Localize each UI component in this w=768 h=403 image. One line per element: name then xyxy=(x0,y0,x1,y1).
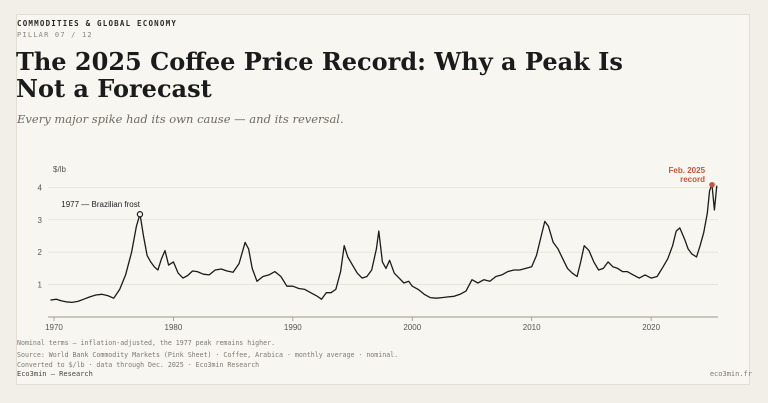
record-2025-marker xyxy=(709,181,715,188)
page-title: The 2025 Coffee Price Record: Why a Peak… xyxy=(16,47,623,103)
x-tick-label-1990: 1990 xyxy=(284,323,302,332)
chart-card xyxy=(16,14,750,385)
x-tick-label-2010: 2010 xyxy=(523,323,541,332)
footnote-source: Source: World Bank Commodity Markets (Pi… xyxy=(17,351,399,359)
brand-label: Eco3min — Research xyxy=(17,370,93,378)
footnote-conversion: Converted to $/lb · data through Dec. 20… xyxy=(17,361,260,369)
grid-lines xyxy=(48,186,718,285)
site-link[interactable]: eco3min.fr xyxy=(709,370,752,378)
annotations: 1977 — Brazilian frost Feb. 2025 record xyxy=(61,166,715,218)
price-line xyxy=(50,184,718,304)
y-tick-label-3: 3 xyxy=(38,216,43,225)
x-tick-label-1980: 1980 xyxy=(165,323,183,332)
axes: 1 2 3 4 1970 1980 1990 2000 2010 2020 xyxy=(38,183,718,332)
footnote-nominal: Nominal terms — inflation-adjusted, the … xyxy=(17,339,276,347)
frost-1977-marker xyxy=(136,211,144,218)
y-tick-label-4: 4 xyxy=(38,183,43,192)
record-2025-label: Feb. 2025 record xyxy=(669,166,706,184)
page-subtitle: Every major spike had its own cause — an… xyxy=(17,112,344,126)
price-series xyxy=(50,184,718,304)
pillar-counter: PILLAR 07 / 12 xyxy=(17,31,93,39)
coffee-price-chart: 1 2 3 4 1970 1980 1990 2000 2010 2020 $/lb 1977 —… xyxy=(38,165,718,332)
x-tick-label-2000: 2000 xyxy=(403,323,421,332)
x-tick-label-2020: 2020 xyxy=(642,323,660,332)
x-tick-label-1970: 1970 xyxy=(45,323,63,332)
y-axis-label: $/lb xyxy=(53,165,66,174)
frost-1977-label: 1977 — Brazilian frost xyxy=(61,200,140,209)
section-kicker: COMMODITIES & GLOBAL ECONOMY xyxy=(17,19,178,28)
y-tick-label-1: 1 xyxy=(38,281,43,290)
y-tick-label-2: 2 xyxy=(38,248,43,257)
